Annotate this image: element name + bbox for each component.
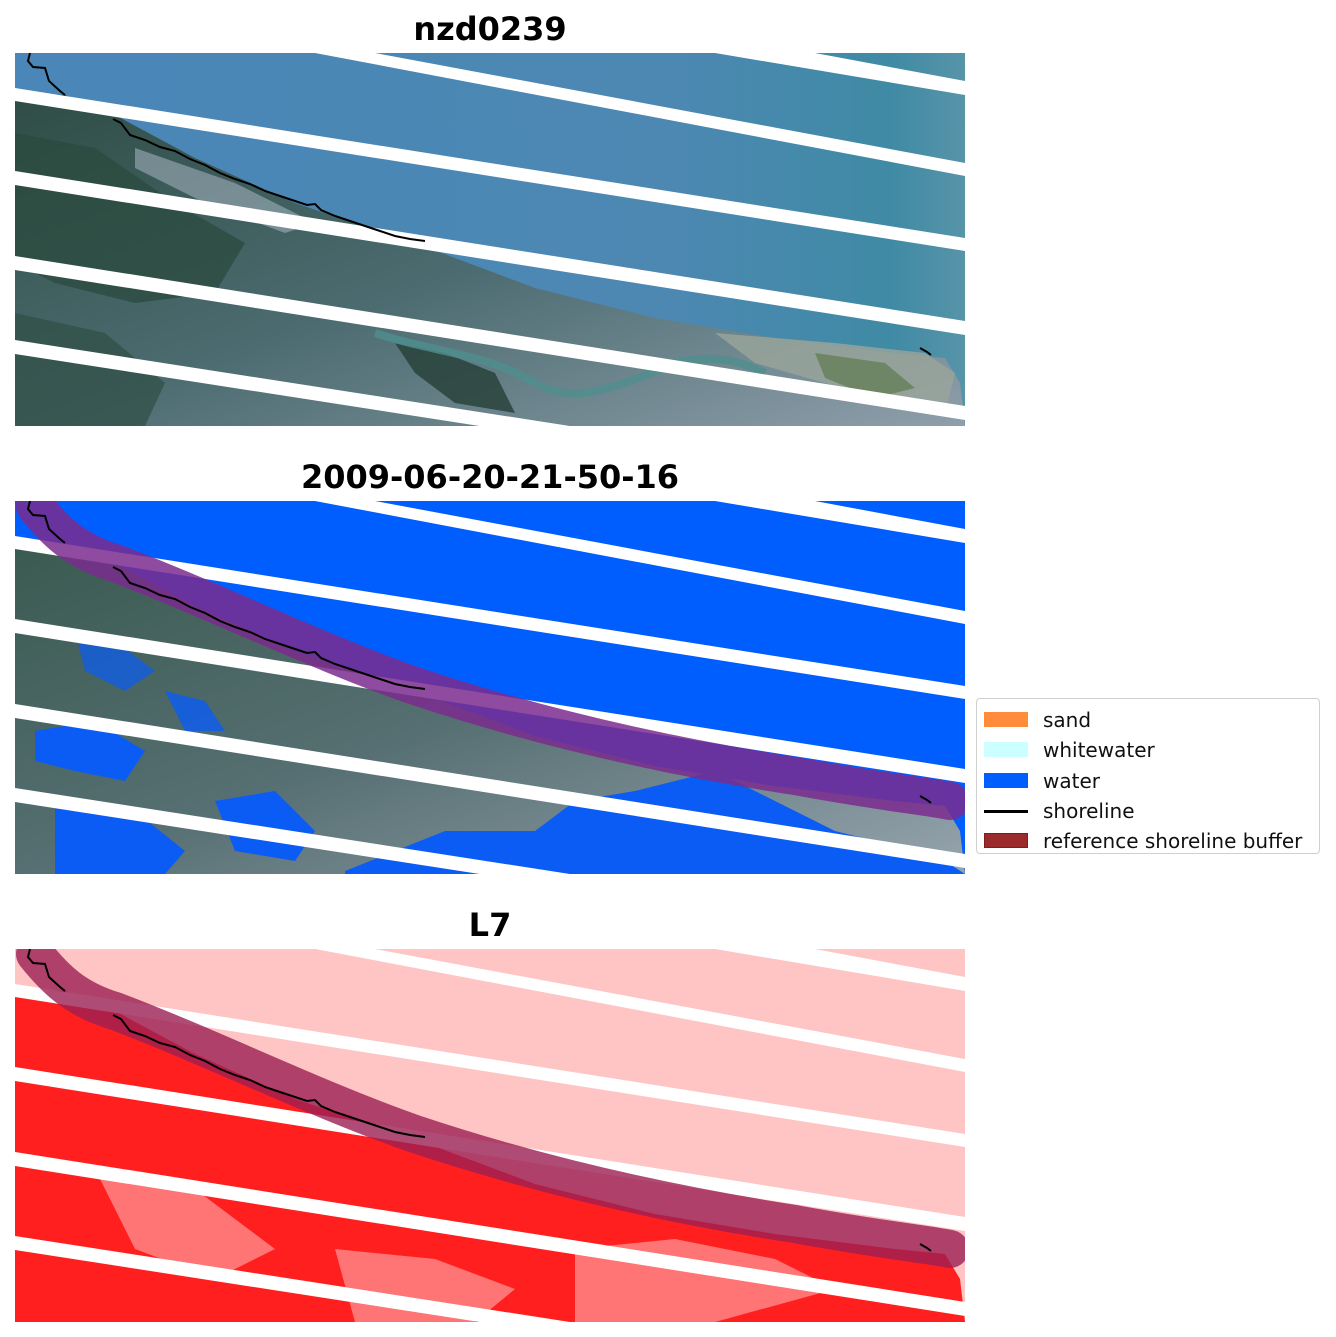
rgb-image-panel <box>15 53 965 426</box>
sand-swatch <box>984 712 1028 727</box>
shoreline-line-swatch <box>984 809 1028 813</box>
legend-item-sand: sand <box>977 704 1319 734</box>
classification-panel <box>15 501 965 874</box>
legend-item-buffer: reference shoreline buffer <box>977 825 1319 855</box>
legend-item-water: water <box>977 765 1319 795</box>
legend-label-shoreline: shoreline <box>1043 798 1135 823</box>
legend-label-water: water <box>1043 768 1100 793</box>
water-swatch <box>984 772 1028 788</box>
shoreline-path <box>26 501 426 690</box>
classified-image <box>15 501 965 874</box>
legend-item-shoreline: shoreline <box>977 795 1319 825</box>
legend-item-whitewater: whitewater <box>977 734 1319 764</box>
panel-title-classification: 2009-06-20-21-50-16 <box>300 458 680 496</box>
scanline-gaps <box>15 53 965 426</box>
l7-panel <box>15 949 965 1322</box>
buffer-swatch <box>984 833 1028 849</box>
shoreline-path <box>26 53 426 242</box>
rgb-satellite-image <box>15 53 965 426</box>
scanline-gaps <box>15 949 965 1322</box>
whitewater-swatch <box>984 742 1028 758</box>
legend-label-whitewater: whitewater <box>1043 738 1155 763</box>
legend-label-buffer: reference shoreline buffer <box>1043 829 1303 854</box>
l7-mask-image <box>15 949 965 1322</box>
panel-title-l7: L7 <box>468 906 512 944</box>
legend-label-sand: sand <box>1043 708 1092 732</box>
shoreline-path <box>26 949 426 1138</box>
panel-title-rgb: nzd0239 <box>413 10 567 48</box>
legend: sand whitewater water shoreline referenc… <box>976 698 1320 854</box>
